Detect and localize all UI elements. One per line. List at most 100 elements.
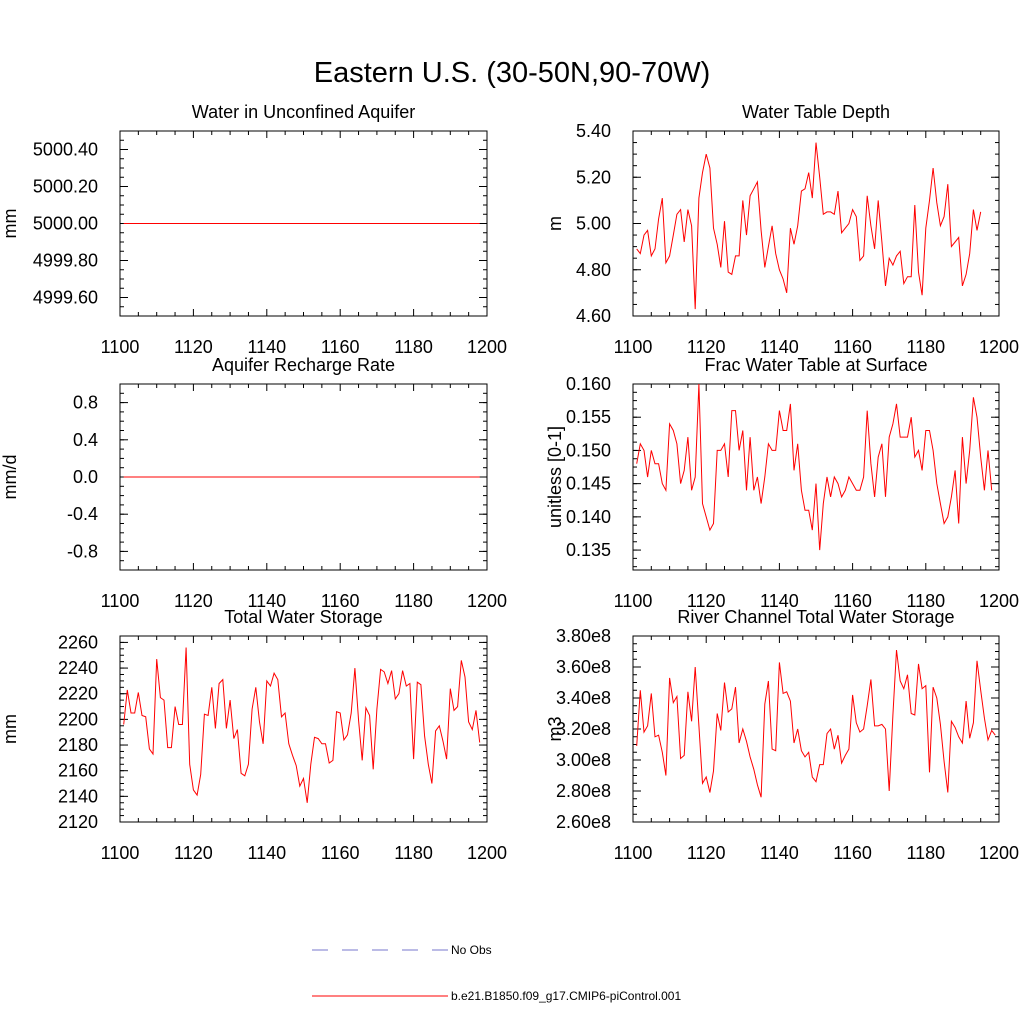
chart-panel-5: Total Water Storage mm 1100 1120 1140 1160 118… (0, 607, 507, 863)
x-tick-label: 1180 (906, 337, 945, 357)
x-tick-label: 1120 (174, 843, 213, 863)
y-tick-label: 5.40 (576, 121, 611, 141)
y-tick-label: 3.60e8 (556, 657, 611, 677)
chart-panel-1: Water in Unconfined Aquifer mm 1100 1120 114… (0, 102, 507, 357)
chart-panel-4: Frac Water Table at Surface unitless [0-1… (545, 355, 1019, 611)
plot-frame (119, 635, 488, 823)
y-tick-label: 0.0 (73, 467, 98, 487)
y-tick-label: 0.160 (566, 374, 611, 394)
series-line (636, 383, 993, 551)
y-tick-label: 0.150 (566, 440, 611, 460)
y-tick-label: 2180 (58, 735, 98, 755)
y-tick-label: 2.80e8 (556, 781, 611, 801)
x-tick-label: 1200 (467, 843, 507, 863)
y-tick-label: -0.8 (67, 541, 98, 561)
plot-frame (632, 130, 1000, 317)
y-tick-label: 5.00 (576, 214, 611, 234)
legend-label-model: b.e21.B1850.f09_g17.CMIP6-piControl.001 (451, 989, 681, 1003)
y-tick-label: 2220 (58, 684, 98, 704)
y-tick-label: 3.80e8 (556, 626, 611, 646)
panel-title: Aquifer Recharge Rate (212, 355, 395, 375)
x-tick-label: 1200 (467, 591, 507, 611)
y-tick-label: 3.00e8 (556, 750, 611, 770)
series-line (123, 647, 481, 803)
x-tick-label: 1140 (247, 337, 286, 357)
panels: Water in Unconfined Aquifer mm 1100 1120 114… (0, 102, 1019, 863)
y-tick-label: 2240 (58, 658, 98, 678)
y-tick-label: 5000.20 (33, 177, 98, 197)
y-tick-label: 0.8 (73, 393, 98, 413)
x-tick-label: 1180 (906, 591, 945, 611)
y-tick-label: 0.155 (566, 407, 611, 427)
x-tick-label: 1200 (979, 843, 1019, 863)
x-tick-label: 1100 (101, 843, 140, 863)
x-tick-label: 1160 (321, 843, 360, 863)
y-tick-label: 2.60e8 (556, 812, 611, 832)
series-line (636, 649, 996, 798)
y-tick-label: -0.4 (67, 504, 98, 524)
x-tick-label: 1140 (247, 843, 286, 863)
y-axis-label: m3 (545, 716, 565, 741)
panel-title: River Channel Total Water Storage (677, 607, 954, 627)
y-tick-label: 2140 (58, 786, 98, 806)
y-tick-label: 0.135 (566, 540, 611, 560)
x-tick-label: 1200 (979, 591, 1019, 611)
x-tick-label: 1180 (394, 337, 433, 357)
x-tick-label: 1200 (467, 337, 507, 357)
chart-panel-3: Aquifer Recharge Rate mm/d 1100 1120 1140 116… (0, 355, 507, 611)
y-tick-label: 3.20e8 (556, 719, 611, 739)
panel-title: Water Table Depth (742, 102, 890, 122)
panel-title: Water in Unconfined Aquifer (192, 102, 415, 122)
panel-title: Total Water Storage (224, 607, 382, 627)
y-tick-label: 4.80 (576, 260, 611, 280)
y-axis-label: mm (0, 714, 20, 744)
x-tick-label: 1140 (760, 337, 799, 357)
y-tick-label: 5000.00 (33, 214, 98, 234)
y-tick-label: 5000.40 (33, 140, 98, 160)
y-tick-label: 2200 (58, 709, 98, 729)
chart-panel-6: River Channel Total Water Storage m3 1100 1… (545, 607, 1019, 863)
x-tick-label: 1200 (979, 337, 1019, 357)
y-tick-label: 0.4 (73, 430, 98, 450)
x-tick-label: 1100 (614, 843, 653, 863)
x-tick-label: 1180 (906, 843, 945, 863)
x-tick-label: 1100 (101, 337, 140, 357)
x-tick-label: 1140 (760, 591, 799, 611)
figure-title: Eastern U.S. (30-50N,90-70W) (314, 57, 710, 89)
y-tick-label: 3.40e8 (556, 688, 611, 708)
y-tick-label: 0.145 (566, 474, 611, 494)
y-tick-label: 4.60 (576, 306, 611, 326)
y-axis-label: mm/d (0, 455, 20, 500)
x-tick-label: 1160 (833, 591, 872, 611)
x-tick-label: 1120 (687, 843, 726, 863)
y-axis-label: unitless [0-1] (545, 426, 565, 528)
y-axis-label: mm (0, 209, 20, 239)
x-tick-label: 1140 (760, 843, 799, 863)
y-tick-label: 4999.60 (33, 288, 98, 308)
y-tick-label: 5.20 (576, 167, 611, 187)
x-tick-label: 1140 (247, 591, 286, 611)
x-tick-label: 1120 (687, 591, 726, 611)
y-axis-label: m (545, 216, 565, 231)
legend-label-no-obs: No Obs (451, 943, 492, 957)
x-tick-label: 1160 (833, 843, 872, 863)
plot-frame (632, 635, 1000, 823)
x-tick-label: 1100 (614, 337, 653, 357)
x-tick-label: 1160 (833, 337, 872, 357)
x-tick-label: 1120 (687, 337, 726, 357)
x-tick-label: 1160 (321, 591, 360, 611)
x-tick-label: 1100 (614, 591, 653, 611)
x-tick-label: 1120 (174, 337, 213, 357)
x-tick-label: 1180 (394, 843, 433, 863)
panel-title: Frac Water Table at Surface (704, 355, 927, 375)
x-tick-label: 1120 (174, 591, 213, 611)
chart-panel-2: Water Table Depth m 1100 1120 1140 1160 1180 12… (545, 102, 1019, 357)
x-tick-label: 1160 (321, 337, 360, 357)
plot-frame (632, 383, 1000, 571)
legend: No Obs b.e21.B1850.f09_g17.CMIP6-piContr… (312, 943, 681, 1003)
x-tick-label: 1180 (394, 591, 433, 611)
x-tick-label: 1100 (101, 591, 140, 611)
series-line (636, 142, 982, 310)
y-tick-label: 0.140 (566, 507, 611, 527)
